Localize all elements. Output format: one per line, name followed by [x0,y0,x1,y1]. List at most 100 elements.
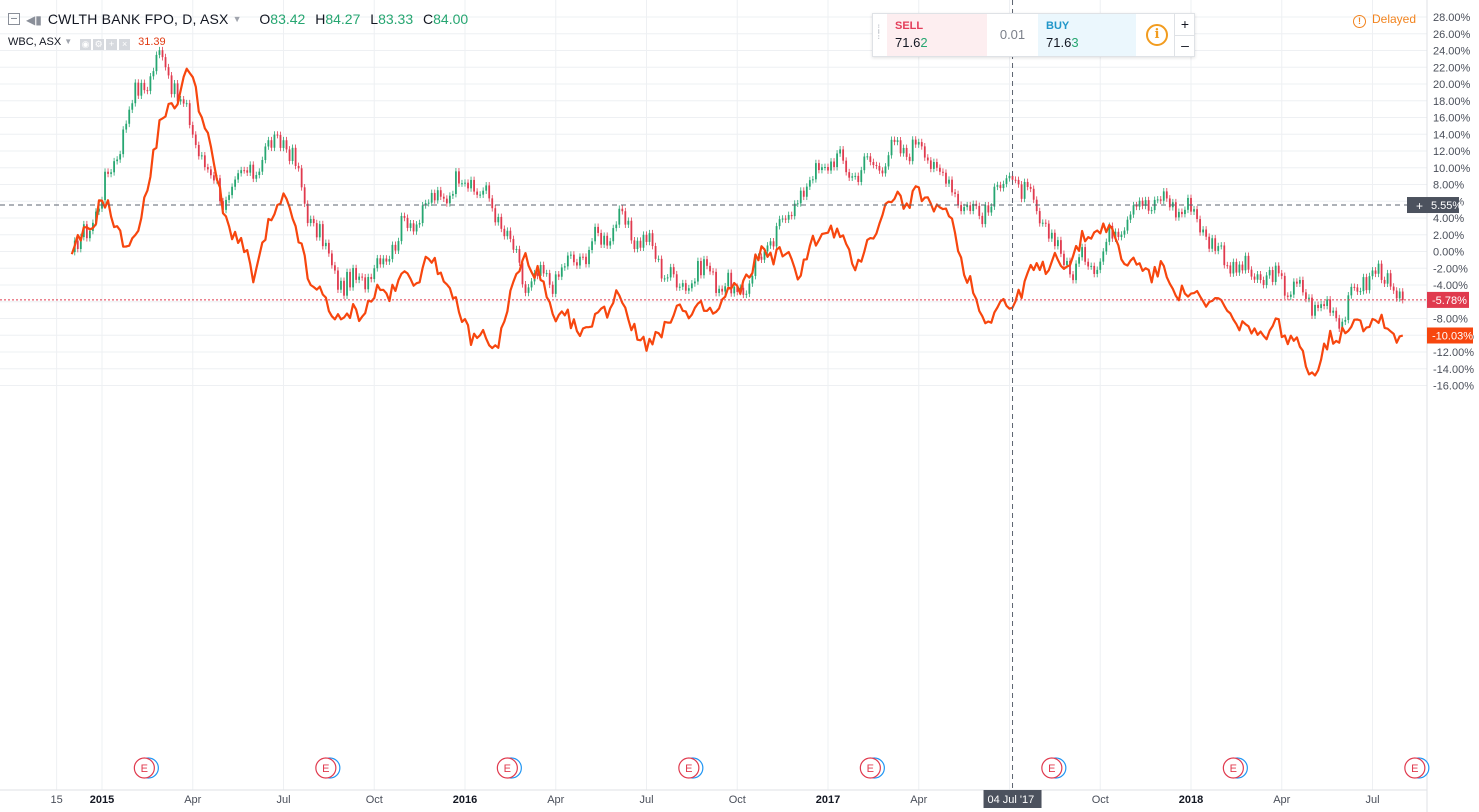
candle-body [397,241,400,251]
candle-body [905,147,908,157]
candle-body [1377,263,1380,274]
candle-body [745,293,748,295]
candle-body [203,155,206,168]
candle-body [1135,205,1138,207]
candle-body [760,256,763,260]
earnings-marker: E [859,757,885,779]
candle-body [173,83,176,95]
ohlc-open: O83.42 [259,11,306,27]
candle-body [1202,229,1204,233]
candle-body [1238,264,1241,273]
candle-body [908,156,911,162]
candle-body [981,215,984,225]
candle-body [594,226,596,242]
candle-body [1072,274,1074,281]
candle-body [615,224,618,229]
candle-body [703,259,705,276]
candle-body [264,146,267,161]
candle-body [1208,236,1211,249]
candle-body [1380,263,1383,280]
close-icon[interactable]: × [119,39,131,50]
candle-body [1277,265,1280,274]
candle-body [639,240,642,248]
candle-body [461,183,463,185]
candle-body [152,71,155,77]
candle-body [1347,295,1350,320]
compare-symbol[interactable]: WBC, ASX [8,36,62,48]
candle-body [200,155,203,157]
candle-body [1002,183,1005,189]
candle-body [1235,261,1238,273]
candle-body [542,264,545,274]
sell-button[interactable]: SELL 71.62 [887,14,987,56]
candle-body [972,203,975,211]
flag-icon[interactable]: ◀▮ [26,13,42,27]
candle-body [1271,270,1274,282]
candle-body [811,179,814,181]
buy-button[interactable]: BUY 71.63 [1038,14,1136,56]
candle-body [122,129,125,155]
candle-body [197,144,200,157]
candle-body [978,205,981,216]
candle-body [621,208,624,212]
candle-body [331,253,333,266]
candle-body [748,283,751,294]
candle-body [382,258,385,265]
candle-body [1147,200,1150,211]
add-icon[interactable]: + [106,39,118,50]
candle-body [343,280,345,296]
candle-body [954,192,956,194]
candle-body [1350,286,1353,296]
price-axis-tick: 20.00% [1433,79,1471,91]
symbol-title[interactable]: CWLTH BANK FPO, D, ASX [47,11,229,27]
candle-body [936,162,938,168]
svg-text:E: E [322,763,329,775]
candle-body [902,147,905,154]
candle-body [990,206,993,213]
candle-body [869,156,872,162]
increase-quantity-button[interactable]: + [1174,14,1195,36]
chevron-down-icon[interactable]: ▼ [232,14,242,24]
collapse-legend-icon[interactable] [8,13,20,25]
candle-body [1063,253,1065,266]
candle-body [512,238,515,250]
candle-body [149,76,152,91]
candle-body [636,240,639,250]
drag-handle-icon[interactable]: ⁞ ⁞ [877,22,881,42]
candle-body [727,272,730,287]
info-icon[interactable]: i [1146,24,1168,46]
candle-body [1401,291,1404,301]
candle-body [984,205,987,225]
candle-body [872,161,875,166]
candle-body [1087,261,1090,267]
candle-body [675,274,678,288]
candle-body [188,103,191,125]
candle-body [1274,265,1277,282]
candle-body [796,203,799,205]
candle-body [210,169,212,176]
time-axis-tick: Apr [910,794,927,806]
decrease-quantity-button[interactable]: – [1174,35,1195,56]
candle-body [857,175,860,182]
candle-body [276,134,279,136]
time-axis[interactable]: 15 2015 Apr Jul Oct 2016 Apr Jul Oct 2017 Apr Jul Oc… [51,794,1380,806]
candle-body [1099,261,1102,270]
candle-body [1060,240,1062,254]
chevron-down-icon[interactable]: ▼ [64,37,73,46]
svg-text:E: E [504,763,511,775]
candle-body [657,258,660,260]
candle-body [261,160,264,172]
earnings-marker: E [1041,757,1067,779]
candle-body [334,265,336,271]
candle-body [963,207,966,212]
main-series-legend: ◀▮ CWLTH BANK FPO, D, ASX ▼ O83.42 H84.27 … [8,11,474,27]
eye-icon[interactable]: ◉ [80,39,92,50]
delayed-status[interactable]: ! Delayed [1353,12,1416,28]
settings-icon[interactable]: ⚙ [93,39,105,50]
candle-body [213,175,215,181]
candle-body [485,185,488,191]
time-axis-tick: Apr [547,794,564,806]
candle-body [282,140,285,148]
